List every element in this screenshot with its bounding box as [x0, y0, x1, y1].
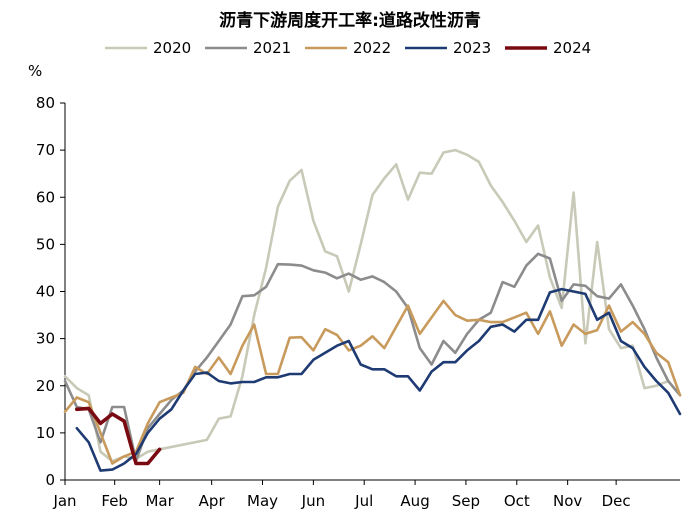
series-line-2020: [63, 148, 682, 463]
x-tick-label: Dec: [602, 492, 631, 510]
legend-label-2022: 2022: [353, 39, 391, 57]
legend: 2020 2021 2022 2023 2024: [105, 39, 591, 57]
y-tick-label: 70: [36, 141, 55, 159]
x-tick-label: Mar: [145, 492, 174, 510]
series-line-2024: [75, 406, 162, 466]
y-tick-label: 80: [36, 94, 55, 112]
y-tick-label: 60: [36, 188, 55, 206]
chart-title: 沥青下游周度开工率:道路改性沥青: [219, 10, 481, 31]
x-tick-label: Jan: [52, 492, 76, 510]
series-line-2021: [63, 252, 682, 463]
x-tick-label: Nov: [553, 492, 582, 510]
axes: 0 10 20 30 40 50 60 70 80 Jan Feb Mar Apr May Jun Jul Au…: [36, 94, 680, 510]
x-tick-label: Jul: [354, 492, 373, 510]
series-line-2023: [75, 287, 682, 472]
x-tick-label: Apr: [199, 492, 226, 510]
y-tick-label: 10: [36, 424, 55, 442]
legend-label-2024: 2024: [553, 39, 591, 57]
x-tick-label: Feb: [101, 492, 128, 510]
legend-label-2020: 2020: [153, 39, 191, 57]
y-tick-label: 20: [36, 377, 55, 395]
x-tick-label: Jun: [301, 492, 325, 510]
x-tick-label: Sep: [452, 492, 480, 510]
x-tick-label: Aug: [400, 492, 429, 510]
y-tick-label: 40: [36, 283, 55, 301]
legend-label-2021: 2021: [253, 39, 291, 57]
x-tick-label: May: [247, 492, 278, 510]
y-tick-label: 50: [36, 235, 55, 253]
series-line-2022: [63, 299, 682, 465]
legend-label-2023: 2023: [453, 39, 491, 57]
y-tick-label: 30: [36, 330, 55, 348]
plot-area: [63, 148, 682, 472]
x-tick-label: Oct: [504, 492, 530, 510]
y-axis-unit: %: [28, 62, 42, 80]
y-tick-label: 0: [45, 471, 55, 489]
